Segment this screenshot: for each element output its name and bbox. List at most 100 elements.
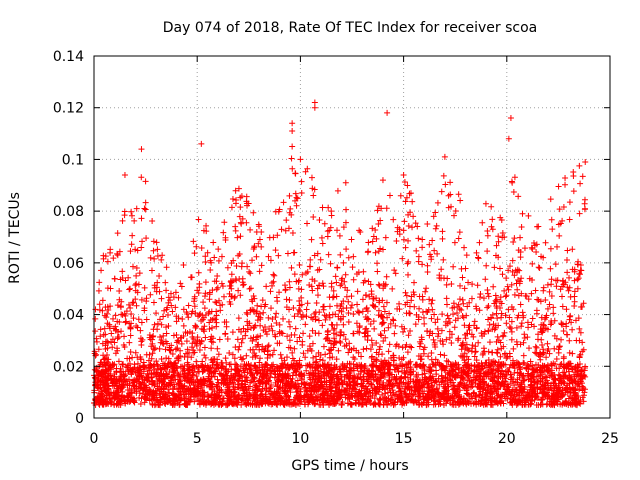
data-point	[285, 225, 292, 232]
data-point	[438, 275, 445, 282]
data-point	[412, 220, 419, 227]
data-point	[551, 332, 558, 339]
data-point	[377, 374, 384, 381]
data-point	[321, 220, 328, 227]
data-point	[286, 337, 293, 344]
data-point	[289, 230, 296, 237]
data-point	[486, 339, 493, 346]
data-point	[508, 281, 515, 288]
data-point	[551, 317, 558, 324]
data-point	[496, 265, 503, 272]
data-point	[149, 218, 156, 225]
data-point	[400, 227, 407, 234]
data-point	[440, 341, 447, 348]
data-point	[183, 338, 190, 345]
data-point	[158, 295, 165, 302]
data-point	[310, 213, 317, 220]
data-point	[573, 337, 580, 344]
data-point	[420, 382, 427, 389]
data-point	[167, 290, 174, 297]
data-point	[184, 353, 191, 360]
data-point	[347, 378, 354, 385]
data-point	[201, 305, 208, 312]
data-point	[424, 328, 431, 335]
data-point	[243, 352, 250, 359]
data-point	[215, 379, 222, 386]
data-point	[475, 254, 482, 261]
data-point	[240, 355, 247, 362]
data-point	[288, 155, 295, 162]
data-point	[544, 340, 551, 347]
data-point	[122, 319, 129, 326]
data-point	[148, 267, 155, 274]
data-point	[169, 351, 176, 358]
data-point	[337, 251, 344, 258]
data-point	[166, 389, 173, 396]
data-point	[284, 333, 291, 340]
data-point	[459, 274, 466, 281]
data-point	[126, 320, 133, 327]
data-point	[165, 294, 172, 301]
data-point	[379, 246, 386, 253]
data-point	[170, 294, 177, 301]
data-point	[314, 285, 321, 292]
data-point	[439, 311, 446, 318]
data-point	[163, 264, 170, 271]
data-point	[563, 306, 570, 313]
data-point	[239, 275, 246, 282]
data-point	[216, 336, 223, 343]
data-point	[317, 256, 324, 263]
data-point	[254, 317, 261, 324]
data-point	[156, 316, 163, 323]
data-point	[407, 358, 414, 365]
data-point	[390, 352, 397, 359]
data-point	[246, 320, 253, 327]
data-point	[105, 306, 112, 313]
data-point	[146, 397, 153, 404]
data-point	[425, 307, 432, 314]
data-point	[159, 252, 166, 259]
data-point	[182, 350, 189, 357]
data-point	[546, 301, 553, 308]
data-point	[566, 337, 573, 344]
data-point	[577, 180, 584, 187]
data-point	[534, 336, 541, 343]
data-point	[247, 370, 254, 377]
data-point	[513, 324, 520, 331]
data-point	[160, 313, 167, 320]
data-point	[205, 393, 212, 400]
data-point	[355, 269, 362, 276]
data-point	[209, 362, 216, 369]
data-point	[360, 395, 367, 402]
data-point	[95, 384, 102, 391]
data-point	[540, 284, 547, 291]
data-point	[464, 391, 471, 398]
data-point	[216, 370, 223, 377]
data-point	[292, 190, 299, 197]
data-point	[353, 320, 360, 327]
data-point	[119, 268, 126, 275]
data-point	[492, 372, 499, 379]
data-point	[191, 393, 198, 400]
data-point	[348, 236, 355, 243]
data-point	[316, 217, 323, 224]
data-point	[544, 400, 551, 407]
data-point	[559, 278, 566, 285]
data-point	[281, 282, 288, 289]
data-point	[237, 233, 244, 240]
data-point	[133, 388, 140, 395]
data-point	[438, 373, 445, 380]
data-point	[131, 382, 138, 389]
data-point	[430, 336, 437, 343]
data-point	[203, 228, 210, 235]
data-point	[312, 330, 319, 337]
data-point	[561, 373, 568, 380]
data-point	[168, 302, 175, 309]
data-point	[448, 281, 455, 288]
data-point	[529, 315, 536, 322]
data-point	[213, 361, 220, 368]
data-point	[518, 381, 525, 388]
data-point	[252, 322, 259, 329]
data-point	[262, 345, 269, 352]
data-point	[357, 229, 364, 236]
